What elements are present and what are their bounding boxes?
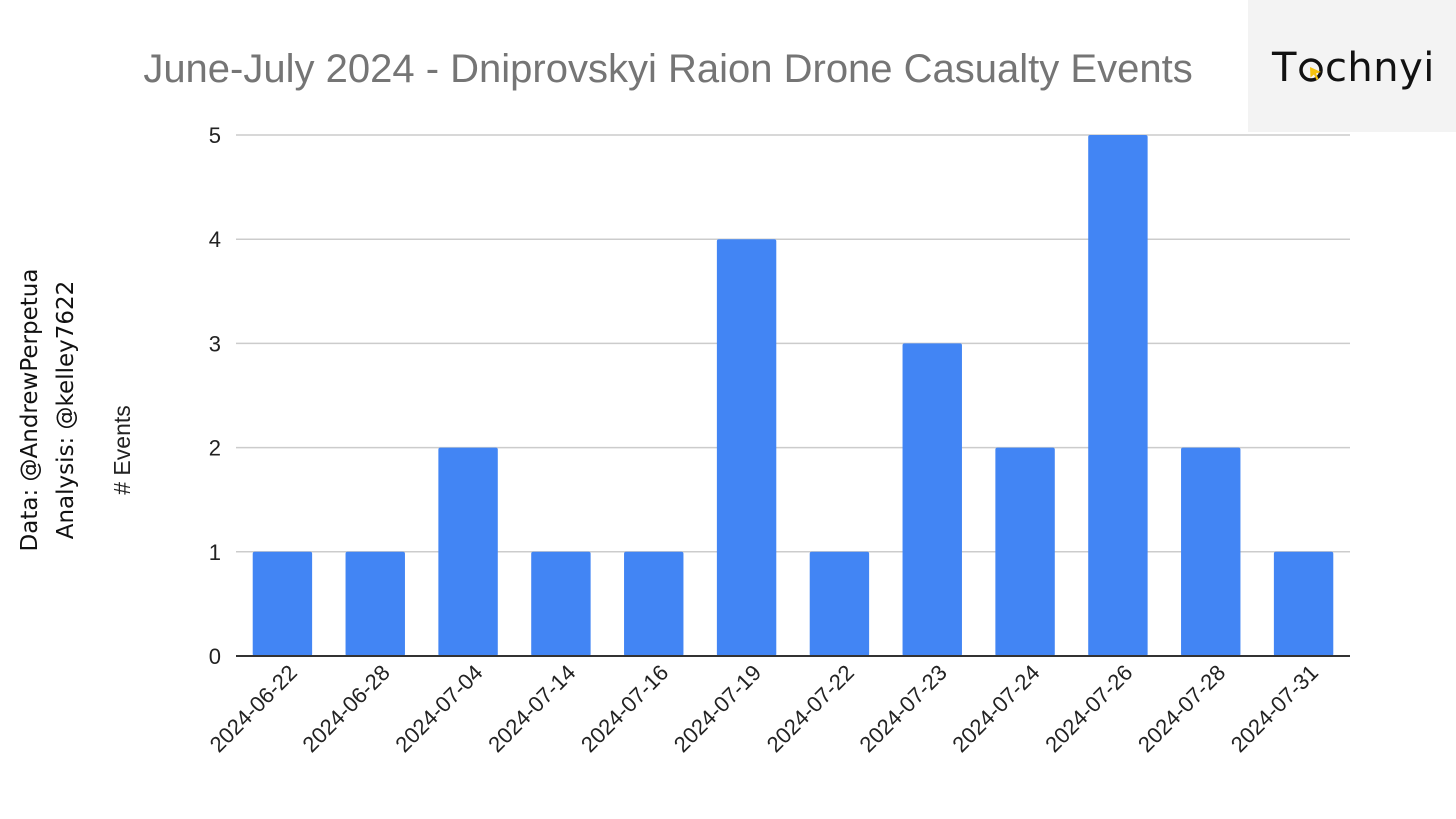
bar-2024-07-16 xyxy=(624,551,684,656)
logo-text-start: T xyxy=(1272,45,1297,91)
bar-2024-06-22 xyxy=(252,551,313,656)
bar-2024-07-19 xyxy=(716,239,777,656)
bar-2024-07-28 xyxy=(1181,447,1241,656)
y-tick-label: 2 xyxy=(209,436,221,461)
x-tick-label: 2024-07-26 xyxy=(1040,660,1137,757)
x-tick-label: 2024-07-31 xyxy=(1226,660,1323,757)
bar-2024-07-22 xyxy=(809,551,870,656)
bar-2024-07-23 xyxy=(902,343,962,656)
bar-2024-07-26 xyxy=(1088,135,1148,656)
x-tick-label: 2024-07-28 xyxy=(1133,660,1230,757)
x-tick-label: 2024-06-28 xyxy=(298,660,395,757)
x-tick-label: 2024-07-23 xyxy=(855,660,952,757)
technyi-logo: T chnyi xyxy=(1272,48,1435,88)
analysis-credit: Analysis: @kelley7622 xyxy=(53,280,79,540)
bar-2024-06-28 xyxy=(345,551,405,656)
y-tick-label: 4 xyxy=(209,227,221,252)
x-tick-label: 2024-07-04 xyxy=(390,660,487,757)
x-tick-label: 2024-07-22 xyxy=(762,660,859,757)
logo-target-icon xyxy=(1299,58,1323,82)
y-tick-label: 5 xyxy=(209,123,221,148)
x-tick-label: 2024-07-16 xyxy=(576,660,673,757)
logo-text-end: chnyi xyxy=(1324,45,1435,91)
bar-2024-07-04 xyxy=(438,447,498,656)
bar-2024-07-31 xyxy=(1273,551,1334,656)
x-tick-label: 2024-07-24 xyxy=(947,660,1044,757)
y-tick-label: 1 xyxy=(209,540,221,565)
bar-2024-07-24 xyxy=(995,447,1055,656)
x-tick-label: 2024-07-14 xyxy=(483,660,580,757)
y-tick-label: 3 xyxy=(209,331,221,356)
data-credit: Data: @AndrewPerpetua xyxy=(17,268,43,552)
logo-panel xyxy=(1248,0,1456,132)
x-tick-label: 2024-07-19 xyxy=(669,660,766,757)
chart-title: June-July 2024 - Dniprovskyi Raion Drone… xyxy=(143,47,1192,91)
x-tick-label: 2024-06-22 xyxy=(205,660,302,757)
y-tick-labels: 0 1 2 3 4 5 xyxy=(209,123,221,669)
bars xyxy=(252,135,1334,656)
gridlines xyxy=(236,134,1350,553)
y-tick-label: 0 xyxy=(209,644,221,669)
y-axis-label: # Events xyxy=(109,405,135,495)
bar-2024-07-14 xyxy=(531,551,591,656)
x-tick-labels: 2024-06-222024-06-282024-07-042024-07-14… xyxy=(205,660,1323,757)
